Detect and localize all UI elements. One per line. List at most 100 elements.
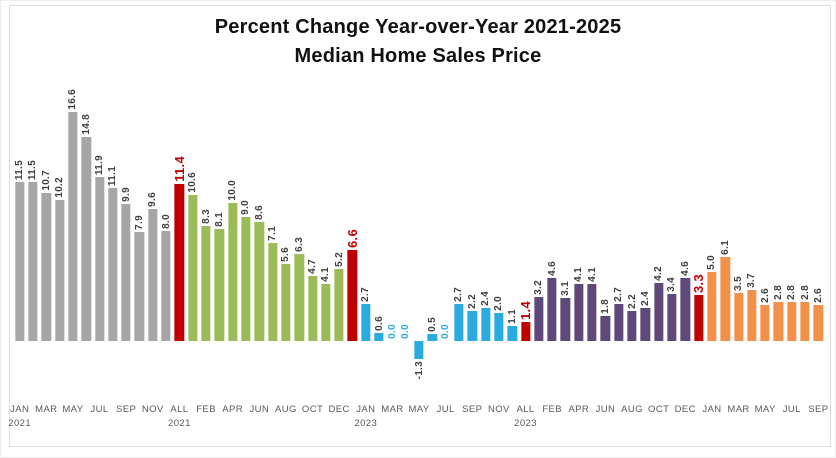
bar-value-label-wrap: 3.2 xyxy=(532,280,545,295)
bar-value-label: 3.2 xyxy=(533,280,545,295)
bar-value-label-wrap: 8.1 xyxy=(213,212,226,227)
bar-slot-may-2021: 16.6 xyxy=(66,89,79,419)
bar xyxy=(54,200,65,341)
x-year-cell xyxy=(80,418,93,430)
bar xyxy=(334,269,344,341)
x-tick-cell: JUN xyxy=(596,404,615,416)
bar-value-label-wrap: 3.5 xyxy=(732,276,745,291)
bar xyxy=(747,290,757,341)
x-year-label: 2023 xyxy=(514,418,537,429)
x-tick-cell: MAY xyxy=(62,404,83,416)
bar-value-label-wrap: 2.8 xyxy=(785,285,798,300)
bar-value-label-wrap: 8.0 xyxy=(159,214,172,229)
bar xyxy=(480,308,491,341)
bar-value-label: 4.6 xyxy=(546,261,558,276)
bar-value-label: 9.9 xyxy=(120,187,132,202)
bar-value-label: 4.1 xyxy=(320,267,332,282)
x-tick-label: NOV xyxy=(488,404,510,415)
x-tick-cell: JUL xyxy=(437,404,455,416)
x-tick-label: ALL xyxy=(516,404,535,415)
x-year-cell xyxy=(572,418,585,430)
x-tick-cell: OCT xyxy=(302,404,323,416)
bar-value-label-wrap: 4.1 xyxy=(319,267,332,282)
x-year-cell xyxy=(93,418,106,430)
bar-value-label-wrap: 11.5 xyxy=(13,160,26,180)
x-tick-cell: FEB xyxy=(542,404,561,416)
bar-value-label: 2.8 xyxy=(786,285,798,300)
bar xyxy=(614,304,624,341)
bar-slot-all-2023: 1.4 xyxy=(518,89,533,419)
x-year-cell xyxy=(199,418,212,430)
bar-slot-jun-2021: 14.8 xyxy=(80,89,93,419)
bar-slot-jul-2022: 7.1 xyxy=(266,89,279,419)
x-year-cell xyxy=(532,418,545,430)
x-tick-label: JUN xyxy=(595,404,616,415)
x-tick-cell: SEP xyxy=(462,404,482,416)
bar-value-label: 3.1 xyxy=(559,281,571,296)
x-year-cell xyxy=(319,418,332,430)
x-tick-label: AUG xyxy=(275,404,297,415)
x-year-cell xyxy=(53,418,66,430)
x-year-cell xyxy=(665,418,678,430)
bar-value-label: 10.2 xyxy=(54,177,66,198)
x-tick-cell: JUN xyxy=(249,404,268,416)
bar-value-label-wrap: 2.2 xyxy=(625,294,638,309)
bar-value-label: 8.1 xyxy=(213,212,225,227)
bar xyxy=(587,284,597,341)
x-year-cell xyxy=(279,418,292,430)
x-tick-cell: MAY xyxy=(408,404,429,416)
bar xyxy=(254,222,264,341)
bar xyxy=(121,204,131,341)
bar-slot-aug-2025: 2.8 xyxy=(798,89,811,419)
bar-value-label: 11.5 xyxy=(27,159,39,180)
x-year-cell xyxy=(692,418,705,430)
bar-value-label: 1.1 xyxy=(506,309,518,324)
bar xyxy=(707,272,717,341)
x-tick-cell: DEC xyxy=(675,404,696,416)
bar-slot-oct-2021: 7.9 xyxy=(133,89,146,419)
bar xyxy=(281,264,291,341)
chart-title-line1: Percent Change Year-over-Year 2021-2025 xyxy=(214,16,622,38)
bar-slot-all-2021: 11.4 xyxy=(172,89,187,419)
bar-value-label-wrap: 2.2 xyxy=(466,294,479,309)
bar-value-label-wrap: 2.8 xyxy=(772,285,785,300)
bar-slot-apr-2024: 4.1 xyxy=(572,89,585,419)
bar-slot-apr-2021: 10.2 xyxy=(53,89,66,419)
bar xyxy=(507,326,517,341)
x-tick-label: APR xyxy=(568,404,590,415)
x-year-cell xyxy=(186,418,199,430)
x-tick-cell: AUG xyxy=(275,404,296,416)
x-tick-label: OCT xyxy=(301,404,324,415)
bar xyxy=(161,231,171,341)
x-tick-label: JUL xyxy=(782,404,801,415)
bar-slot-all-2022: 6.6 xyxy=(345,89,360,419)
x-tick-label: FEB xyxy=(542,404,562,415)
x-year-cell xyxy=(479,418,492,430)
bar xyxy=(41,193,51,341)
bar xyxy=(574,284,584,341)
x-year-cell xyxy=(452,418,465,430)
x-tick-cell: AUG xyxy=(621,404,642,416)
x-tick-label: MAY xyxy=(408,404,430,415)
bar-value-label: 2.8 xyxy=(799,285,811,300)
bar xyxy=(627,311,637,341)
x-tick-label: SEP xyxy=(462,404,483,415)
bar-slot-feb-2023: 0.6 xyxy=(372,89,385,419)
x-year-cell xyxy=(679,418,692,430)
bar-slot-jul-2025: 2.8 xyxy=(785,89,798,419)
bar-value-label: 9.6 xyxy=(147,192,159,207)
bar xyxy=(68,112,78,341)
x-tick-label: MAR xyxy=(727,404,750,415)
x-year-cell xyxy=(133,418,146,430)
x-year-cell xyxy=(798,418,811,430)
bar-slot-aug-2023: 2.7 xyxy=(452,89,465,419)
bar xyxy=(214,229,224,341)
bar-slot-dec-2022: 5.2 xyxy=(333,89,346,419)
x-year-cell xyxy=(812,418,825,430)
bar xyxy=(520,322,531,341)
x-tick-cell: FEB xyxy=(196,404,215,416)
bar-value-label-wrap: 2.4 xyxy=(639,291,652,306)
x-tick-cell: MAR xyxy=(381,404,403,416)
bar xyxy=(720,257,730,341)
